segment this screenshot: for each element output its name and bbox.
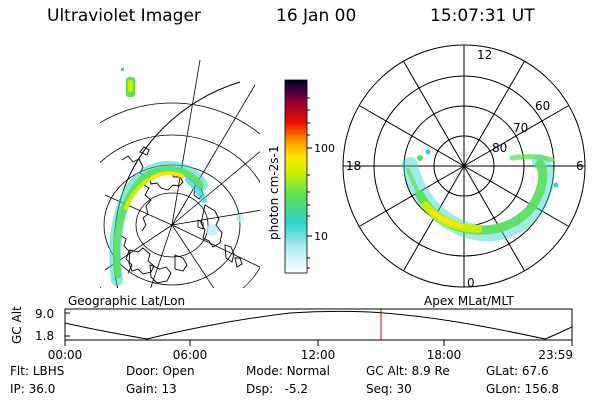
- geographic-map: [100, 60, 260, 288]
- timeline-xtick: 12:00: [301, 348, 336, 362]
- timeline-y-ticks: [65, 312, 70, 337]
- timeline-xtick: 18:00: [427, 348, 462, 362]
- left-panel-caption: Geographic Lat/Lon: [68, 294, 185, 308]
- date-label: 16 Jan 00: [276, 6, 357, 26]
- mlat-label-80: 80: [492, 141, 507, 155]
- header: Ultraviolet Imager 16 Jan 00 15:07:31 UT: [0, 6, 600, 32]
- lat-circle: [100, 102, 260, 135]
- right-panel-caption: Apex MLat/MLT: [424, 294, 514, 308]
- polar-plot: 12 18 6 0 60 70 80: [342, 44, 586, 290]
- altitude-curve: [64, 310, 573, 340]
- status-glat: GLat: 67.6: [486, 364, 549, 378]
- timeline-ytick-9: 9.0: [35, 307, 54, 321]
- coastlines: [119, 146, 243, 284]
- timeline-ytick-1.8: 1.8: [35, 329, 54, 343]
- timeline-xtick: 00:00: [48, 348, 83, 362]
- colorbar-tick-10: 10: [314, 230, 328, 243]
- instrument-title: Ultraviolet Imager: [47, 6, 201, 26]
- colorbar: [284, 79, 308, 274]
- status-gain: Gain: 13: [126, 382, 177, 396]
- mlat-label-60: 60: [535, 99, 550, 113]
- lat-circle: [100, 134, 260, 288]
- status-glon: GLon: 156.8: [486, 382, 559, 396]
- aurora-blob: [121, 68, 135, 97]
- status-ip: IP: 36.0: [10, 382, 56, 396]
- status-seq: Seq: 30: [366, 382, 412, 396]
- lat-circle: [135, 192, 209, 258]
- mlt-label-18: 18: [346, 159, 361, 173]
- timeline-frame: [64, 308, 573, 341]
- mlt-label-12: 12: [477, 48, 492, 62]
- status-mode: Mode: Normal: [246, 364, 330, 378]
- status-door: Door: Open: [126, 364, 195, 378]
- mlt-label-0: 0: [467, 276, 475, 290]
- colorbar-unit-label: photon cm-2s-1: [267, 146, 281, 241]
- mlat-label-70: 70: [513, 121, 528, 135]
- aurora-oval-polar: [402, 149, 559, 242]
- timeline-plot: GC Alt 9.0 1.8 00:00 06:00 12:00 18:00 2…: [10, 306, 573, 362]
- timeline-axis-label: GC Alt: [10, 306, 24, 344]
- aurora-oval-geo: [109, 160, 244, 286]
- status-dsp: Dsp: -5.2: [246, 382, 309, 396]
- timeline-x-ticks: [64, 340, 573, 346]
- colorbar-ticks: [307, 97, 312, 269]
- lon-lines: [104, 60, 260, 288]
- colorbar-tick-100: 100: [314, 142, 335, 155]
- timeline-xtick: 23:59: [538, 348, 573, 362]
- time-label: 15:07:31 UT: [430, 6, 535, 26]
- mlt-label-6: 6: [576, 159, 584, 173]
- status-flt: Flt: LBHS: [10, 364, 65, 378]
- timeline-xtick: 06:00: [173, 348, 208, 362]
- status-gc-alt: GC Alt: 8.9 Re: [366, 364, 450, 378]
